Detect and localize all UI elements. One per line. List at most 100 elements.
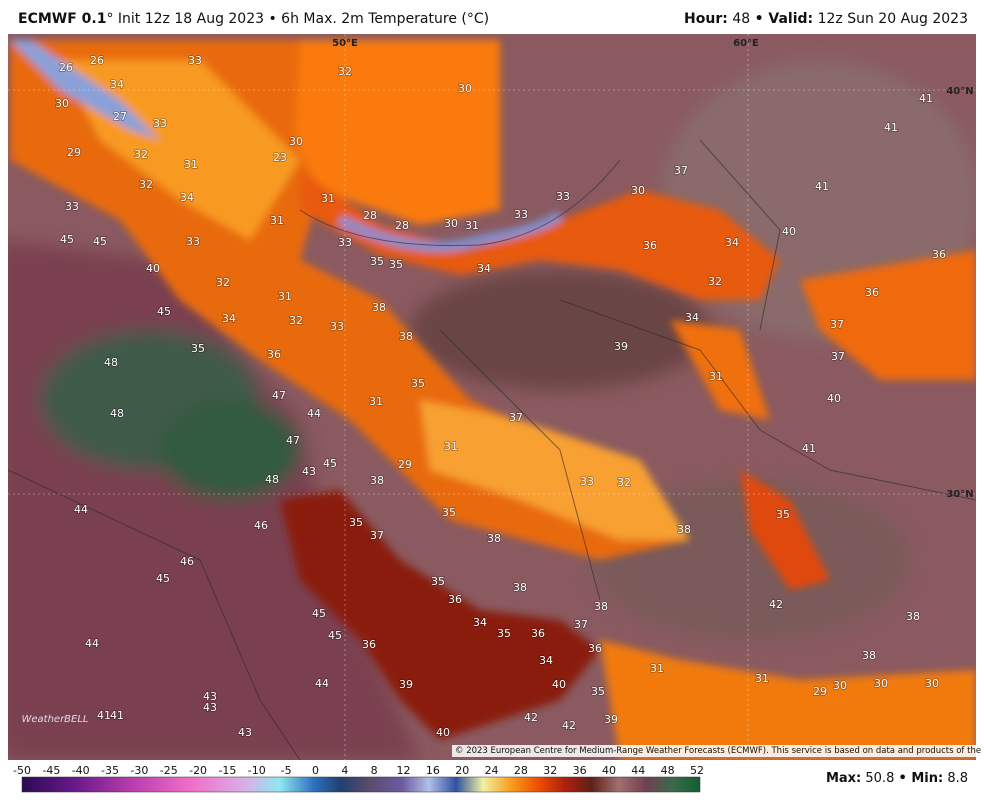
valid-info: Hour: 48 • Valid: 12z Sun 20 Aug 2023	[684, 11, 968, 27]
graticule-label: 30°N	[946, 489, 973, 500]
temperature-label: 38	[487, 532, 501, 545]
temperature-label: 33	[153, 117, 167, 130]
temperature-label: 41	[110, 709, 124, 722]
temperature-label: 41	[97, 709, 111, 722]
temperature-label: 44	[315, 677, 329, 690]
colorbar-tick-label: 44	[631, 764, 645, 777]
temperature-label: 31	[278, 290, 292, 303]
temperature-label: 36	[588, 642, 602, 655]
temperature-label: 35	[776, 508, 790, 521]
temperature-label: 26	[90, 54, 104, 67]
temperature-label: 38	[370, 474, 384, 487]
temperature-label: 37	[574, 618, 588, 631]
temperature-label: 30	[631, 184, 645, 197]
temperature-label: 36	[932, 248, 946, 261]
temperature-label: 37	[830, 318, 844, 331]
temperature-label: 30	[925, 677, 939, 690]
temperature-label: 45	[312, 607, 326, 620]
max: 50.8	[865, 771, 895, 786]
temperature-label: 30	[289, 135, 303, 148]
temperature-label: 35	[431, 575, 445, 588]
temperature-label: 23	[273, 151, 287, 164]
temperature-label: 38	[906, 610, 920, 623]
colorbar-tick-label: 48	[661, 764, 675, 777]
temperature-label: 34	[180, 191, 194, 204]
model: ECMWF 0.1	[18, 11, 107, 27]
graticule-label: 40°N	[946, 86, 973, 97]
temperature-label: 33	[188, 54, 202, 67]
temperature-label: 40	[552, 678, 566, 691]
min-label: • Min:	[898, 771, 944, 786]
valid: 12z Sun 20 Aug 2023	[817, 11, 968, 27]
temperature-label: 43	[302, 465, 316, 478]
temperature-label: 30	[55, 97, 69, 110]
hour-label: Hour:	[684, 11, 728, 27]
temperature-label: 31	[755, 672, 769, 685]
colorbar-ticks: -50 -45 -40 -35 -30 -25 -20 -15 -10 -5 0 4 8 12 16 20 24…	[13, 764, 704, 777]
temperature-label: 34	[539, 654, 553, 667]
stats: Max: 50.8 • Min: 8.8	[826, 771, 968, 786]
temperature-label: 34	[725, 236, 739, 249]
temperature-label: 35	[370, 255, 384, 268]
temperature-label: 46	[180, 555, 194, 568]
temperature-label: 33	[65, 200, 79, 213]
colorbar-tick-label: 20	[455, 764, 469, 777]
colorbar-tick-label: 52	[690, 764, 704, 777]
temperature-label: 35	[389, 258, 403, 271]
temperature-label: 31	[184, 158, 198, 171]
colorbar-tick-label: -5	[281, 764, 292, 777]
temperature-label: 32	[134, 148, 148, 161]
temperature-label: 30	[833, 679, 847, 692]
temperature-label: 28	[363, 209, 377, 222]
title: ECMWF 0.1° Init 12z 18 Aug 2023 • 6h Max…	[18, 11, 489, 27]
colorbar-tick-label: -45	[42, 764, 60, 777]
temperature-label: 32	[289, 314, 303, 327]
temperature-label: 27	[113, 110, 127, 123]
temperature-label: 33	[556, 190, 570, 203]
temperature-label: 41	[802, 442, 816, 455]
temperature-label: 40	[146, 262, 160, 275]
temperature-label: 30	[458, 82, 472, 95]
colorbar	[21, 776, 701, 793]
min: 8.8	[947, 771, 968, 786]
temperature-label: 48	[104, 356, 118, 369]
temperature-label: 29	[67, 146, 81, 159]
temperature-label: 40	[436, 726, 450, 739]
temperature-label: 36	[448, 593, 462, 606]
colorbar-tick-label: 16	[426, 764, 440, 777]
temperature-label: 26	[59, 61, 73, 74]
colorbar-tick-label: 28	[514, 764, 528, 777]
temperature-label: 36	[643, 239, 657, 252]
temperature-label: 39	[604, 713, 618, 726]
header: ECMWF 0.1° Init 12z 18 Aug 2023 • 6h Max…	[8, 8, 976, 32]
colorbar-tick-label: -10	[248, 764, 266, 777]
temperature-label: 40	[782, 225, 796, 238]
colorbar-tick-label: 4	[341, 764, 348, 777]
colorbar-tick-label: -40	[72, 764, 90, 777]
colorbar-tick-label: 12	[397, 764, 411, 777]
colorbar-tick-label: -35	[101, 764, 119, 777]
temperature-label: 31	[709, 370, 723, 383]
temperature-label: 33	[186, 235, 200, 248]
temperature-label: 37	[370, 529, 384, 542]
init-info: ° Init 12z 18 Aug 2023 • 6h Max. 2m Temp…	[106, 11, 490, 27]
temperature-label: 44	[85, 637, 99, 650]
colorbar-tick-label: 8	[371, 764, 378, 777]
temperature-label: 28	[395, 219, 409, 232]
temperature-label: 43	[203, 690, 217, 703]
temperature-label: 36	[267, 348, 281, 361]
hour: 48	[732, 11, 751, 27]
temperature-label: 34	[473, 616, 487, 629]
temperature-label: 31	[465, 219, 479, 232]
temperature-label: 46	[254, 519, 268, 532]
temperature-label: 35	[411, 377, 425, 390]
temperature-label: 32	[216, 276, 230, 289]
temperature-label: 35	[442, 506, 456, 519]
temperature-label: 31	[369, 395, 383, 408]
temperature-label: 48	[110, 407, 124, 420]
temperature-label: 29	[398, 458, 412, 471]
temperature-label: 31	[270, 214, 284, 227]
temperature-label: 35	[497, 627, 511, 640]
temperature-label: 33	[338, 236, 352, 249]
